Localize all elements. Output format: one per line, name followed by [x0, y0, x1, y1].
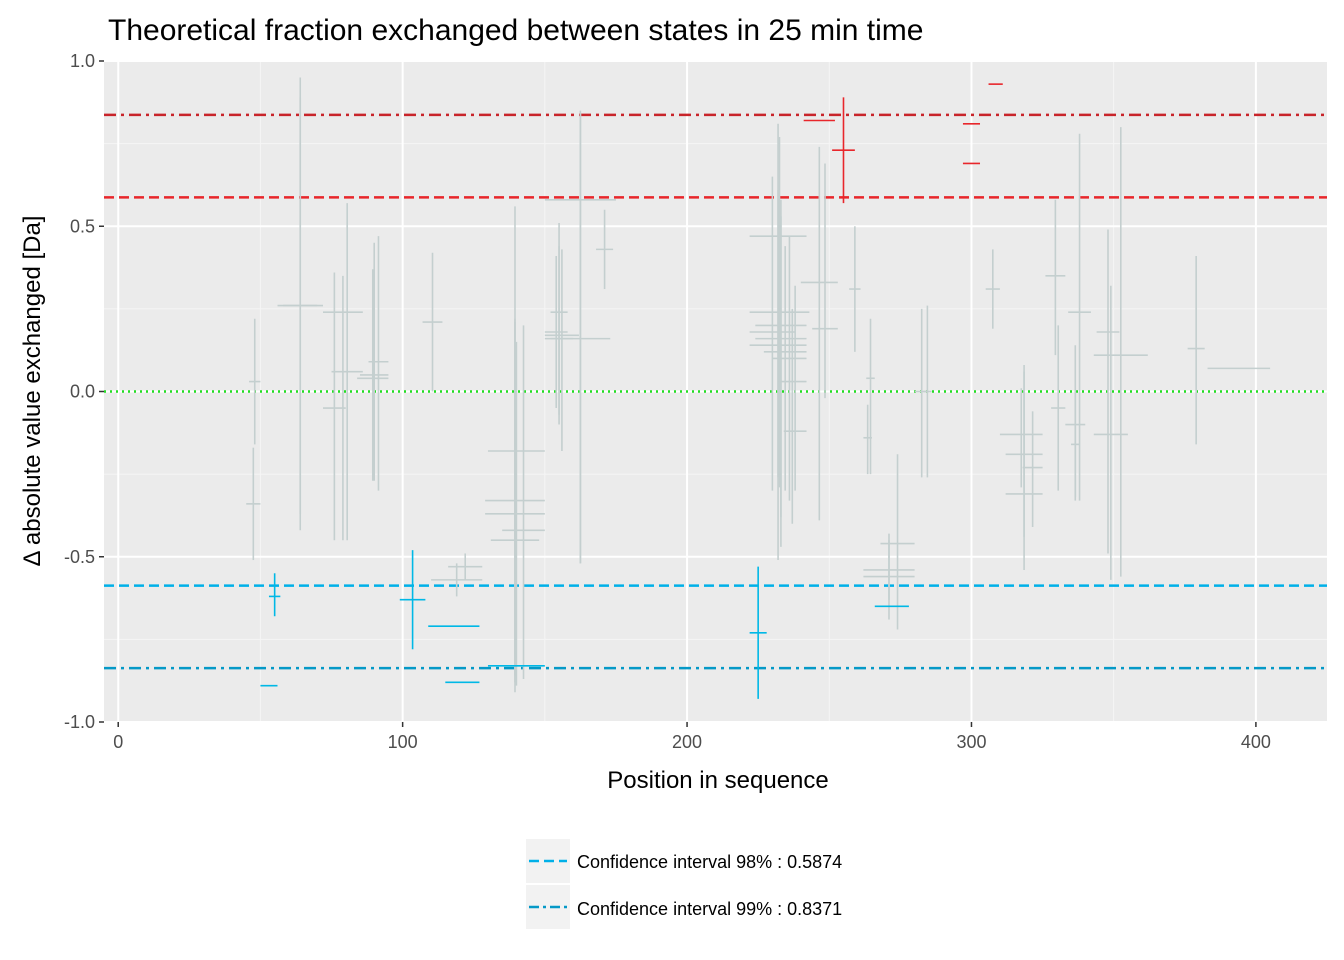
data-point-nonsignificant — [544, 255, 568, 409]
data-point-nonsignificant — [1071, 391, 1080, 498]
legend-label-99: Confidence interval 99% : 0.8371 — [577, 899, 842, 919]
data-point-nonsignificant — [749, 176, 796, 491]
y-tick-label: 1.0 — [70, 51, 95, 71]
x-tick-label: 200 — [672, 732, 702, 752]
data-point-nonsignificant — [923, 305, 932, 478]
x-tick-label: 100 — [388, 732, 418, 752]
data-point-nonsignificant — [985, 249, 1000, 329]
data-point-nonsignificant — [1096, 229, 1120, 554]
data-point-nonsignificant — [800, 146, 838, 521]
data-point-nonsignificant — [1045, 199, 1066, 356]
data-point-nonsignificant — [1005, 371, 1043, 570]
y-tick-label: 0.0 — [70, 382, 95, 402]
data-point-nonsignificant — [783, 285, 807, 491]
data-point-positive — [832, 97, 855, 204]
data-point-nonsignificant — [1068, 133, 1091, 501]
data-point-nonsignificant — [283, 77, 318, 531]
reference-lines — [104, 113, 1327, 670]
data-point-nonsignificant — [368, 236, 389, 491]
data-point-nonsignificant — [246, 447, 261, 561]
data-point-nonsignificant — [755, 216, 807, 518]
data-point-nonsignificant — [596, 209, 614, 290]
legend-label-98: Confidence interval 98% : 0.5874 — [577, 852, 842, 872]
data-point-nonsignificant — [249, 318, 261, 445]
y-tick-label: -0.5 — [64, 547, 95, 567]
data-point-nonsignificant — [749, 123, 807, 561]
data-point-nonsignificant — [880, 454, 915, 630]
data-marks — [246, 77, 1271, 699]
data-point-nonsignificant — [323, 272, 346, 541]
data-point-nonsignificant — [778, 308, 807, 524]
data-point-nonsignificant — [448, 553, 483, 580]
data-point-nonsignificant — [331, 203, 363, 541]
data-point-nonsignificant — [866, 318, 875, 475]
data-point-nonsignificant — [772, 236, 807, 501]
data-point-nonsignificant — [1187, 255, 1205, 445]
data-point-negative — [268, 573, 281, 617]
data-point-nonsignificant — [422, 252, 443, 392]
x-axis: 0 100 200 300 400 — [113, 722, 1271, 752]
data-point-nonsignificant — [502, 325, 545, 680]
data-point-nonsignificant — [749, 137, 810, 488]
x-tick-label: 400 — [1241, 732, 1271, 752]
data-point-nonsignificant — [849, 226, 861, 352]
x-axis-title: Position in sequence — [607, 767, 828, 794]
data-point-nonsignificant — [431, 563, 483, 597]
data-point-negative — [399, 550, 426, 650]
data-point-nonsignificant — [999, 388, 1043, 488]
y-tick-label: -1.0 — [64, 712, 95, 732]
chart-title: Theoretical fraction exchanged between s… — [108, 14, 923, 47]
data-point-nonsignificant — [550, 222, 568, 425]
data-point-nonsignificant — [863, 404, 872, 475]
data-point-nonsignificant — [763, 246, 807, 491]
data-point-nonsignificant — [487, 341, 545, 686]
x-tick-label: 0 — [113, 732, 123, 752]
data-point-nonsignificant — [1093, 285, 1128, 580]
data-point-nonsignificant — [1051, 325, 1066, 491]
data-point-nonsignificant — [1093, 127, 1148, 577]
y-axis-title: Δ absolute value exchanged [Da] — [19, 216, 46, 567]
data-point-negative — [749, 566, 767, 699]
data-point-nonsignificant — [863, 533, 915, 620]
data-point-nonsignificant — [812, 163, 838, 399]
data-point-nonsignificant — [490, 206, 540, 676]
data-point-nonsignificant — [544, 249, 579, 451]
data-point-nonsignificant — [550, 113, 611, 564]
data-point-nonsignificant — [1022, 411, 1043, 528]
y-axis: 1.0 0.5 0.0 -0.5 -1.0 — [64, 51, 104, 732]
legend: Confidence interval 98% : 0.5874 Confide… — [526, 839, 842, 929]
y-tick-label: 0.5 — [70, 216, 95, 236]
x-tick-label: 300 — [956, 732, 986, 752]
